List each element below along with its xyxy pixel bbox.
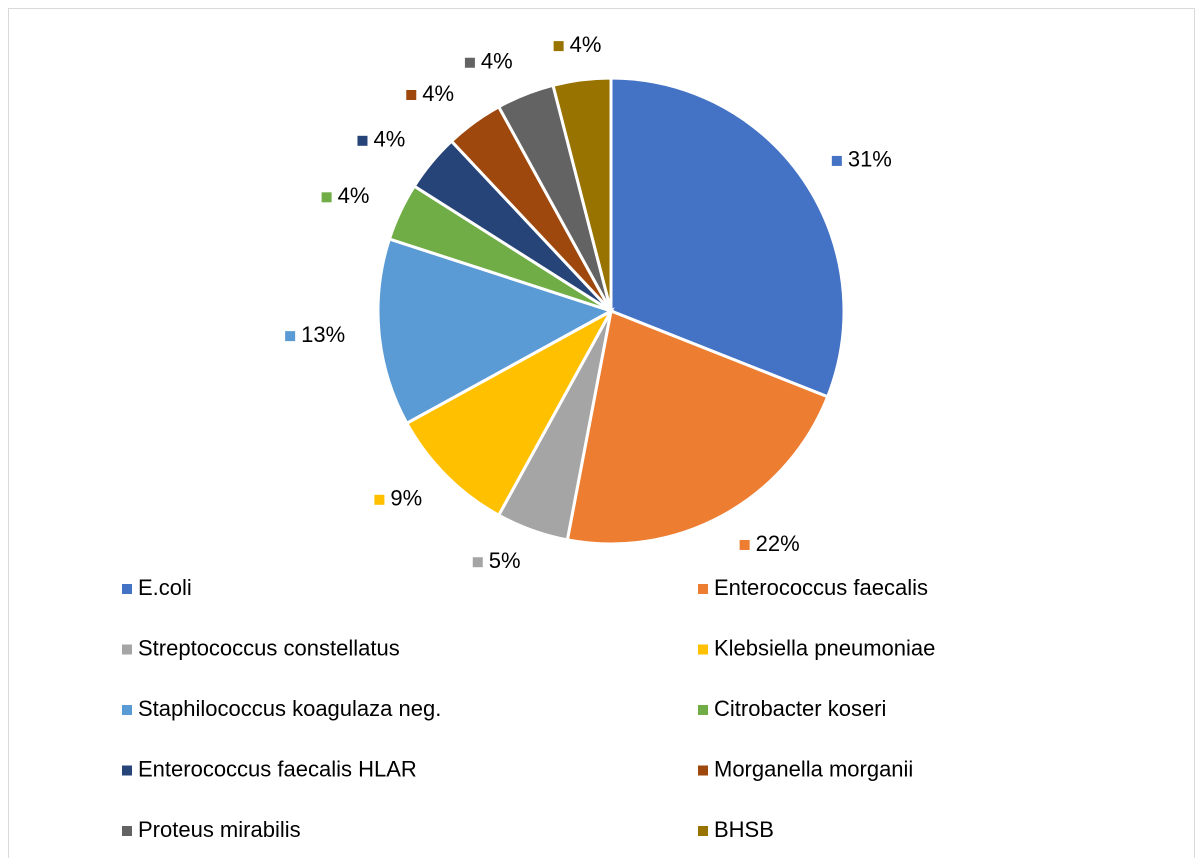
legend-marker	[122, 705, 132, 715]
data-label-marker	[406, 89, 417, 100]
data-label-marker	[374, 494, 385, 505]
legend-label: Proteus mirabilis	[138, 817, 301, 842]
legend-marker	[698, 644, 708, 655]
legend-marker	[122, 584, 132, 594]
legend-label: Klebsiella pneumoniae	[714, 635, 935, 660]
data-label-marker	[357, 135, 368, 146]
data-label-marker	[739, 539, 750, 550]
data-label-marker	[464, 57, 475, 68]
legend-label: Morganella morganii	[714, 756, 913, 781]
legend-label: E.coli	[138, 575, 192, 600]
data-label: 4%	[422, 81, 454, 106]
legend-marker	[122, 765, 132, 776]
pie-slice	[609, 76, 846, 399]
legend-marker	[698, 826, 708, 836]
data-label-marker	[321, 192, 332, 203]
legend-label: Enterococcus faecalis HLAR	[138, 756, 417, 781]
pie-slice	[565, 308, 830, 546]
data-label-marker	[831, 155, 842, 166]
data-label: 13%	[301, 322, 345, 347]
data-label: 22%	[756, 531, 800, 556]
legend-marker	[698, 584, 708, 594]
data-label: 4%	[570, 32, 602, 57]
legend-marker	[698, 765, 708, 776]
data-label: 5%	[489, 548, 521, 573]
data-label: 4%	[373, 127, 405, 152]
legend-label: BHSB	[714, 817, 774, 842]
data-label-marker	[285, 331, 296, 342]
legend-marker	[698, 705, 708, 715]
legend-label: Streptococcus constellatus	[138, 635, 400, 660]
legend-label: Enterococcus faecalis	[714, 575, 928, 600]
data-label: 4%	[481, 49, 513, 74]
pie-slice	[404, 307, 615, 518]
data-label-marker	[472, 557, 483, 568]
data-label: 31%	[848, 147, 892, 172]
legend-label: Staphilococcus koagulaza neg.	[138, 696, 441, 721]
legend-label: Citrobacter koseri	[714, 696, 886, 721]
data-label: 4%	[338, 183, 370, 208]
legend-marker	[122, 644, 132, 655]
legend-marker	[122, 826, 132, 836]
data-label: 9%	[390, 486, 422, 511]
data-label-marker	[553, 41, 564, 52]
pie-slice	[551, 76, 613, 312]
pie-slice	[376, 237, 615, 426]
